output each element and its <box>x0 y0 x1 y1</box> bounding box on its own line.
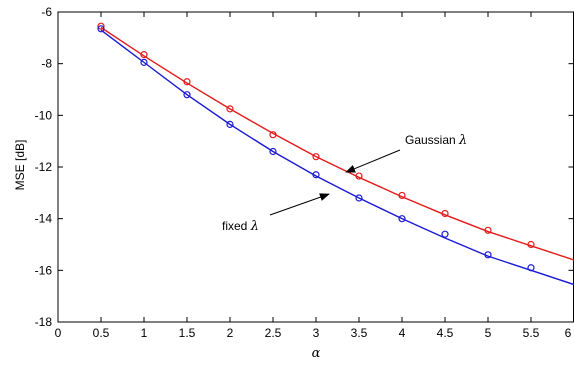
data-point-fixed <box>355 194 363 202</box>
data-point-fixed <box>527 264 535 272</box>
x-tick-label: 1 <box>141 326 148 340</box>
data-point-gaussian <box>97 22 105 30</box>
data-point-fixed <box>441 230 449 238</box>
annotation-arrow-fixed <box>269 193 330 216</box>
data-point-fixed <box>484 251 492 259</box>
data-point-gaussian <box>226 105 234 113</box>
data-point-fixed <box>398 215 406 223</box>
data-point-fixed <box>312 171 320 179</box>
data-point-gaussian <box>140 51 148 59</box>
annotation-arrow-gaussian <box>345 149 401 173</box>
x-tick-label: 0.5 <box>93 326 110 340</box>
data-point-gaussian <box>441 209 449 218</box>
x-tick-label: 0 <box>55 326 62 340</box>
x-tick-label: 2.5 <box>265 326 282 340</box>
data-point-fixed <box>226 120 234 128</box>
data-point-gaussian <box>183 78 191 86</box>
y-axis-label: MSE [dB] <box>13 140 27 191</box>
y-tick-label: -8 <box>41 57 52 71</box>
y-tick-label: -14 <box>35 212 53 226</box>
data-point-gaussian <box>484 226 492 234</box>
y-tick-label: -18 <box>35 315 53 329</box>
x-tick-label: 2 <box>227 326 234 340</box>
x-tick-label: 5.5 <box>523 326 540 340</box>
x-tick-label: 5 <box>485 326 492 340</box>
x-tick-label: 4 <box>399 326 406 340</box>
y-tick-label: -12 <box>35 160 53 174</box>
x-tick-label: 6 <box>565 326 572 340</box>
data-point-gaussian <box>355 172 363 180</box>
x-tick-label: 3.5 <box>351 326 368 340</box>
y-tick-label: -16 <box>35 263 53 277</box>
data-point-gaussian <box>398 191 406 200</box>
y-tick-label: -10 <box>35 108 53 122</box>
y-tick-label: -6 <box>41 5 52 19</box>
data-point-fixed <box>97 25 105 33</box>
data-point-fixed <box>183 91 191 99</box>
annotation-label-gaussian: Gaussian λ <box>405 133 467 148</box>
x-axis-label: α <box>312 346 321 361</box>
data-point-fixed <box>140 58 148 66</box>
data-point-gaussian <box>269 131 277 139</box>
series-line-fixed <box>100 29 574 286</box>
x-tick-label: 3 <box>313 326 320 340</box>
series-line-gaussian <box>100 26 574 261</box>
x-tick-label: 1.5 <box>179 326 196 340</box>
data-point-fixed <box>269 147 277 156</box>
data-point-gaussian <box>312 153 320 161</box>
x-tick-label: 4.5 <box>437 326 454 340</box>
plot-area-frame <box>57 11 574 323</box>
annotation-label-fixed: fixed λ <box>222 219 259 234</box>
data-point-gaussian <box>527 240 535 249</box>
